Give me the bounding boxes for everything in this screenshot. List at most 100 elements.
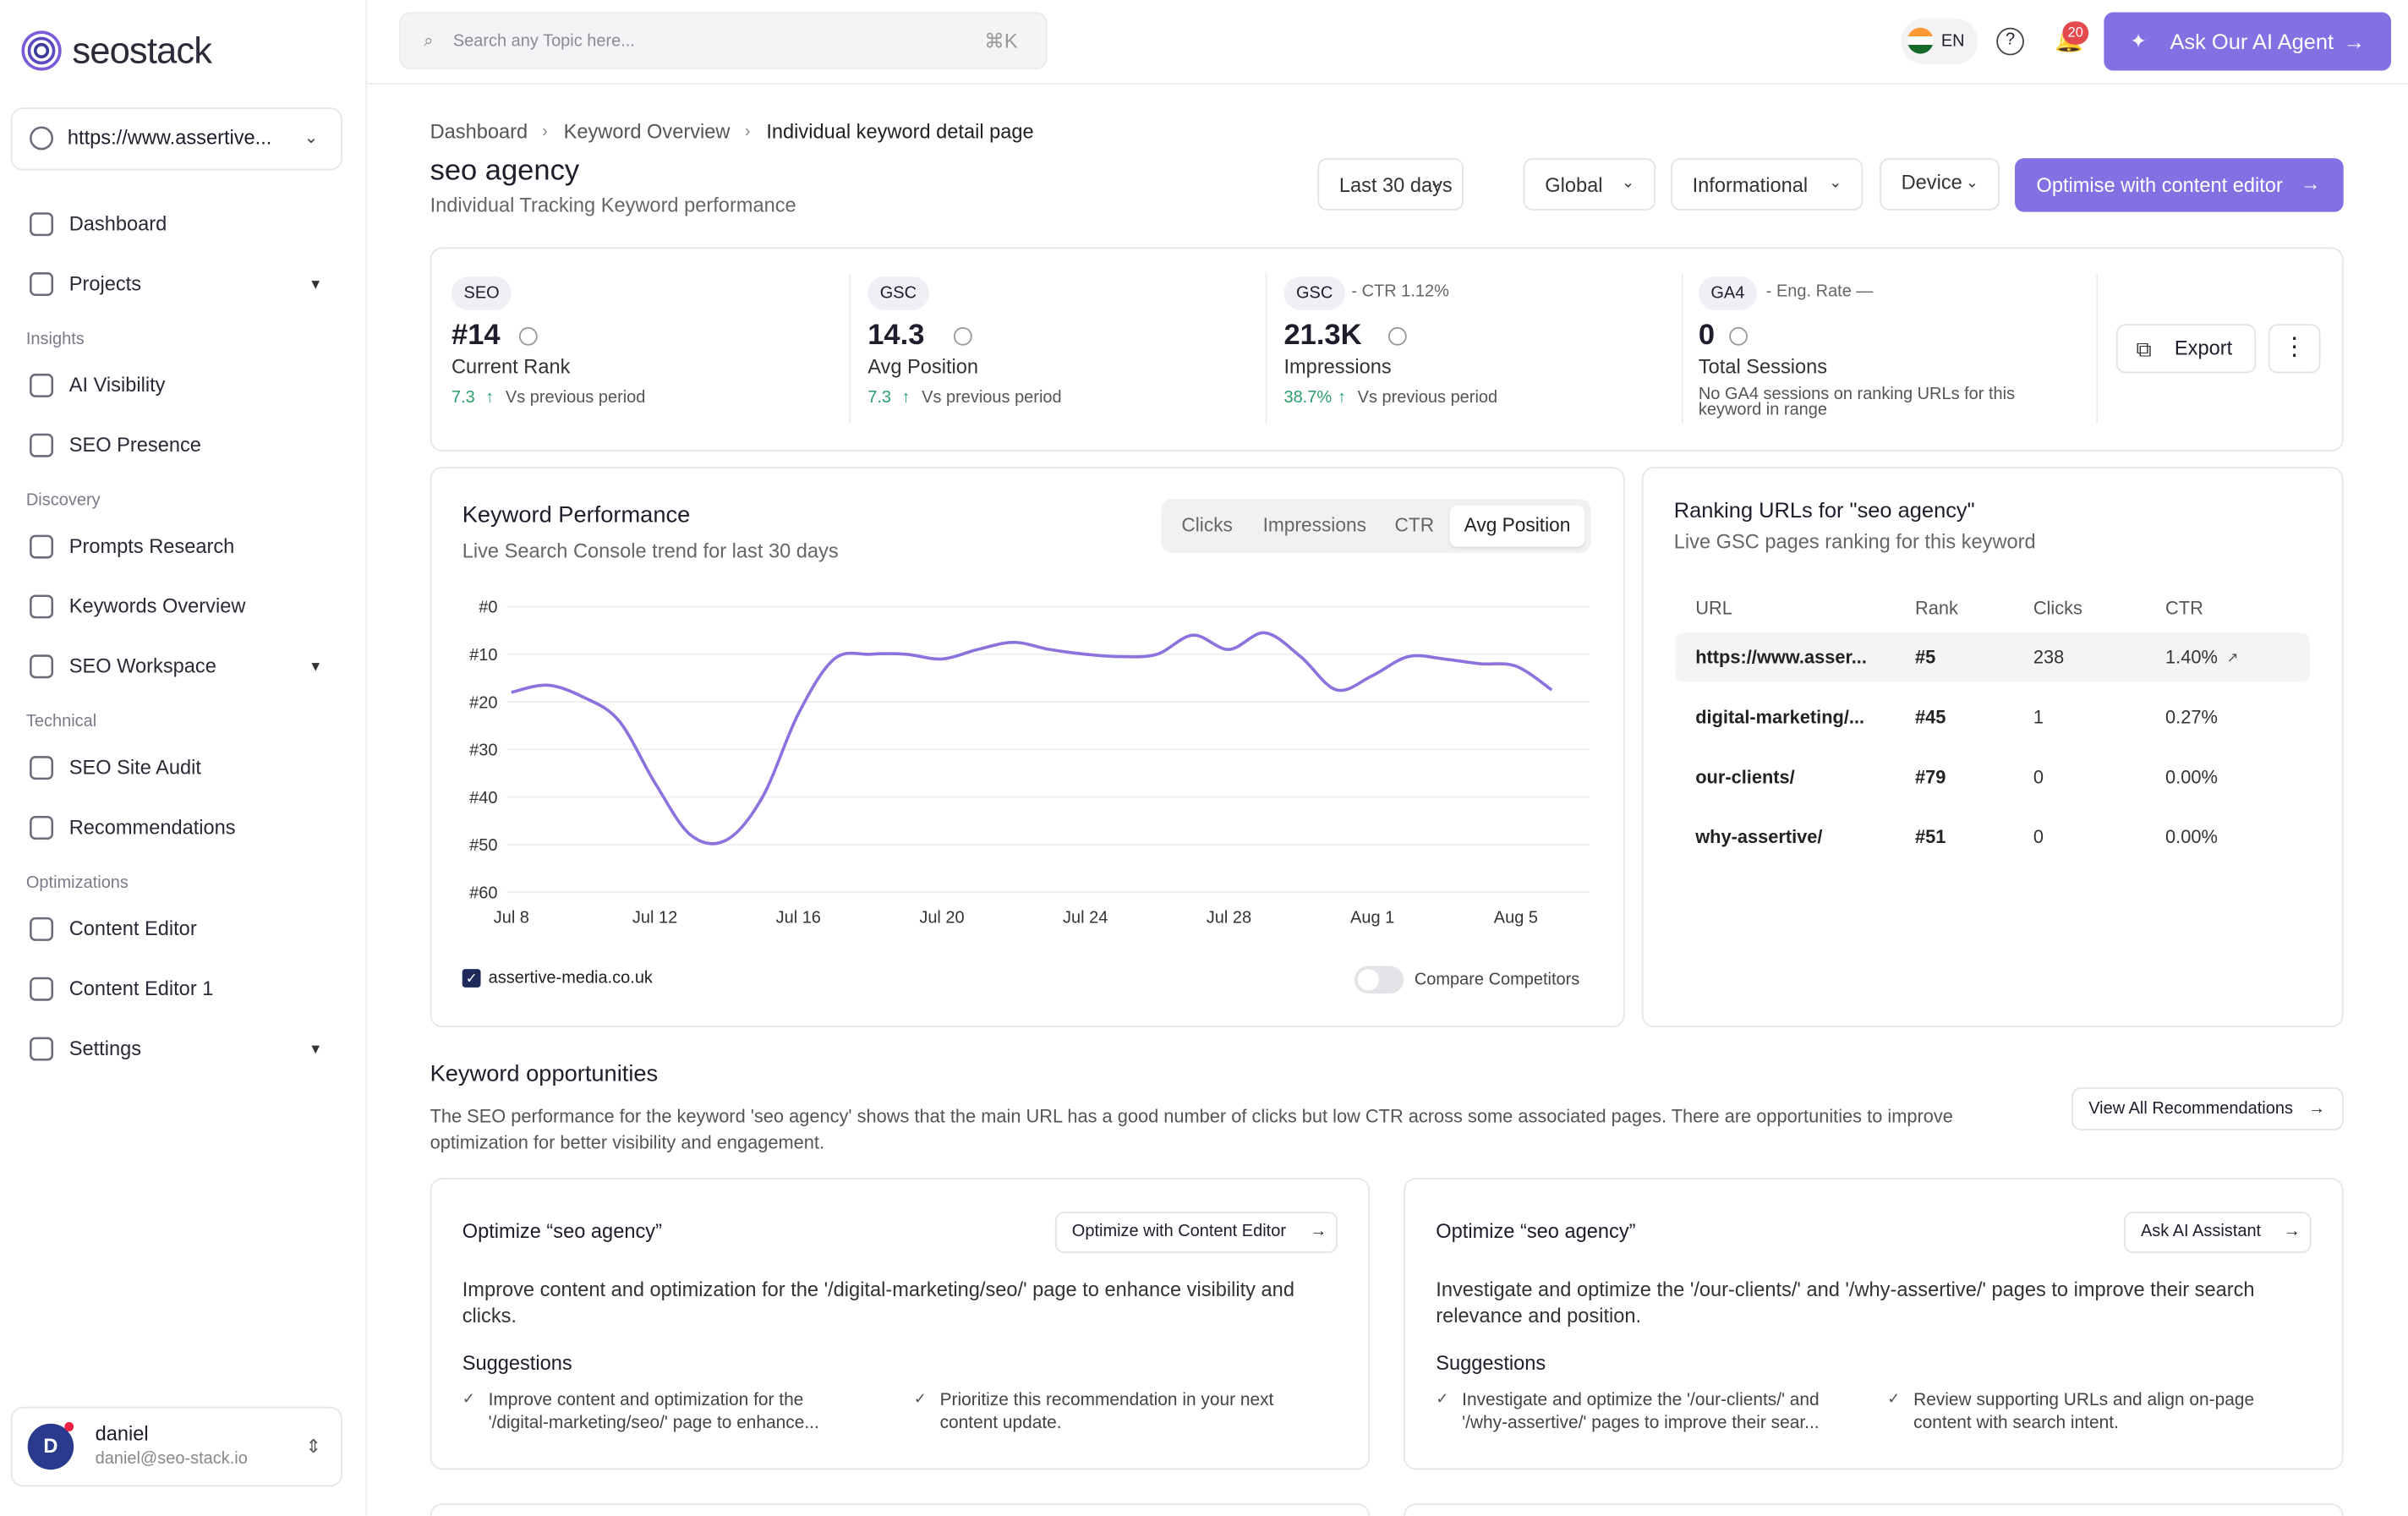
- nav-item[interactable]: SEO Site Audit: [68, 755, 201, 779]
- ranking-subtitle: Live GSC pages ranking for this keyword: [1673, 529, 2036, 553]
- help-icon[interactable]: ?: [1996, 27, 2024, 56]
- table-cell: https://www.asser...: [1695, 646, 1867, 669]
- nav-heading: Optimizations: [25, 873, 129, 893]
- kpi-value: 0: [1698, 319, 1716, 352]
- opps-title: Keyword opportunities: [430, 1061, 659, 1087]
- kpi-value: #14: [452, 319, 501, 352]
- tab[interactable]: Avg Position: [1449, 505, 1585, 547]
- kpi-extra: - CTR 1.12%: [1351, 282, 1449, 302]
- logo-ring: [27, 36, 56, 65]
- icon-shape: [30, 433, 54, 457]
- nav-heading: Discovery: [25, 491, 101, 511]
- suggestions-title: Suggestions: [462, 1351, 572, 1375]
- filter[interactable]: [1880, 158, 2000, 211]
- opps-desc: The SEO performance for the keyword 'seo…: [430, 1105, 1953, 1154]
- kpi-note: No GA4 sessions on ranking URLs for this…: [1698, 385, 2016, 419]
- kpi-label: Avg Position: [867, 354, 979, 378]
- table-header: CTR: [2165, 597, 2203, 619]
- primary-btn-label: Optimise with content editor: [2036, 173, 2283, 197]
- kpi-change: 38.7%: [1283, 388, 1333, 408]
- check: ✓: [913, 1391, 927, 1409]
- filter[interactable]: [1523, 158, 1656, 211]
- kpi-divider: [1265, 273, 1267, 424]
- nav-item[interactable]: Projects: [68, 271, 142, 295]
- user-toggle: ⇕: [305, 1436, 321, 1458]
- icon: [30, 816, 54, 840]
- nav-item[interactable]: Content Editor 1: [68, 977, 214, 1000]
- tab[interactable]: Impressions: [1262, 514, 1366, 536]
- agent-btn[interactable]: [2104, 12, 2392, 71]
- nav-item[interactable]: Keywords Overview: [68, 594, 246, 618]
- ranking-card: [1641, 467, 2344, 1028]
- kpi-label: Current Rank: [452, 354, 571, 378]
- flag: [1907, 27, 1934, 54]
- nav-item[interactable]: Settings: [68, 1037, 142, 1060]
- export-btn[interactable]: [2115, 324, 2257, 374]
- filter[interactable]: [1671, 158, 1863, 211]
- table-cell: 1: [2033, 706, 2044, 728]
- filter[interactable]: [1317, 158, 1464, 211]
- tab[interactable]: Clicks: [1181, 514, 1233, 536]
- page-subtitle: Individual Tracking Keyword performance: [430, 193, 796, 217]
- icon-shape: [30, 1037, 54, 1061]
- opp-card-next: [430, 1503, 1371, 1516]
- nav-item[interactable]: Dashboard: [68, 211, 167, 235]
- icon-shape: [30, 272, 54, 297]
- table-cell: digital-marketing/...: [1695, 706, 1865, 728]
- breadcrumb-item[interactable]: Keyword Overview: [563, 119, 731, 143]
- filter-caret: ⌄: [1965, 175, 1979, 193]
- breadcrumb-item[interactable]: Dashboard: [430, 119, 528, 143]
- icon: [30, 373, 54, 397]
- opp-btn[interactable]: [2123, 1212, 2312, 1254]
- external-link: ↗: [2226, 649, 2239, 665]
- icon: [30, 534, 54, 559]
- opp-title: Optimize “seo agency”: [1436, 1219, 1636, 1243]
- icon: [30, 126, 54, 151]
- view-all-btn[interactable]: [2071, 1086, 2344, 1130]
- opp-card-next: [1404, 1503, 2344, 1516]
- opp-text: Investigate and optimize the '/our-clien…: [1436, 1278, 2255, 1327]
- ranking-title: Ranking URLs for "seo agency": [1673, 497, 1975, 523]
- filter-label: Global: [1545, 173, 1603, 197]
- kpi-badge: GA4: [1698, 276, 1757, 310]
- caret: ⌄: [304, 129, 319, 148]
- nav-item[interactable]: Prompts Research: [68, 534, 235, 558]
- site-selector[interactable]: [10, 107, 343, 171]
- kpi-label: Total Sessions: [1698, 354, 1828, 378]
- table-cell: 0.27%: [2165, 706, 2218, 728]
- icon: [30, 1037, 54, 1061]
- opp-btn[interactable]: [1054, 1212, 1338, 1254]
- view-all-label: View All Recommendations: [2088, 1099, 2293, 1119]
- icon-shape: [30, 756, 54, 780]
- tab[interactable]: CTR: [1394, 514, 1435, 536]
- opp-btn-label: Ask AI Assistant: [2140, 1222, 2262, 1241]
- nav-item[interactable]: SEO Presence: [68, 433, 201, 457]
- suggestion: Review supporting URLs and align on-page…: [1913, 1391, 2255, 1433]
- kpi-divider: [2096, 273, 2099, 424]
- filter-caret: ⌄: [1430, 175, 1443, 193]
- icon: [30, 756, 54, 780]
- table-cell: #45: [1914, 706, 1946, 728]
- search[interactable]: [399, 12, 1048, 69]
- nav-item[interactable]: AI Visibility: [68, 373, 166, 397]
- legend-label: assertive-media.co.uk: [488, 969, 653, 988]
- export-icon: ⧉: [2136, 336, 2152, 361]
- info-icon: [1729, 326, 1748, 346]
- page-title: seo agency: [430, 155, 580, 188]
- table-header: Rank: [1914, 597, 1958, 619]
- opp-title: Optimize “seo agency”: [462, 1219, 662, 1243]
- more-btn[interactable]: ⋮: [2268, 324, 2321, 374]
- nav-item[interactable]: SEO Workspace: [68, 654, 216, 678]
- check: ✓: [1887, 1391, 1901, 1409]
- table-cell: our-clients/: [1695, 766, 1795, 788]
- search-shortcut: ⌘K: [984, 29, 1018, 52]
- primary-btn[interactable]: [2015, 158, 2344, 212]
- icon-shape: [30, 654, 54, 679]
- logo-ring: [21, 30, 62, 71]
- icon-shape: [30, 534, 54, 559]
- legend-checkbox[interactable]: ✓: [462, 969, 481, 988]
- nav-item[interactable]: Content Editor: [68, 917, 197, 940]
- nav-item[interactable]: Recommendations: [68, 815, 236, 839]
- compare-label: Compare Competitors: [1414, 970, 1580, 989]
